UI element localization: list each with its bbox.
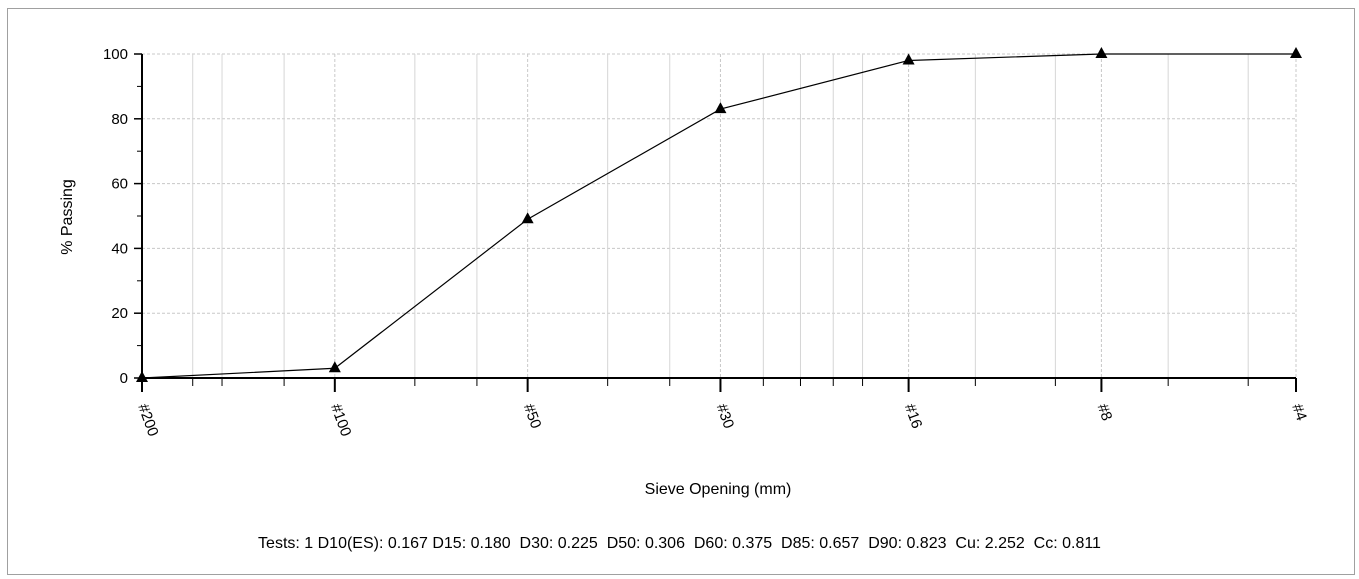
x-tick-label: #100 [327,402,354,439]
y-tick-label: 100 [103,46,128,63]
series [136,47,1302,382]
y-tick-label: 80 [111,111,128,128]
y-tick-label: 0 [120,370,128,387]
x-tick-label: #200 [134,402,161,439]
data-point-marker [714,102,727,114]
series-line [141,53,1296,379]
grid-lines [142,53,1297,378]
gradation-stats: Tests: 1 D10(ES): 0.167 D15: 0.180 D30: … [258,535,1101,552]
y-axis-title: % Passing [59,179,76,255]
data-point-marker [521,212,534,224]
x-tick-label: #30 [713,402,738,431]
chart-frame [7,8,1355,575]
y-tick-label: 40 [111,240,128,257]
x-tick-label: #8 [1094,402,1116,423]
y-tick-label: 60 [111,176,128,193]
x-tick-label: #16 [901,402,926,431]
x-tick-label: #50 [520,402,545,431]
x-tick-label: #4 [1288,402,1310,423]
data-point-marker [1290,47,1302,58]
data-point-marker [328,361,341,373]
axes [134,53,1297,392]
data-point-marker [1095,47,1108,58]
y-tick-label: 20 [111,305,128,322]
data-point-marker [136,371,148,382]
x-axis-title: Sieve Opening (mm) [645,481,792,498]
data-point-marker [902,53,915,65]
